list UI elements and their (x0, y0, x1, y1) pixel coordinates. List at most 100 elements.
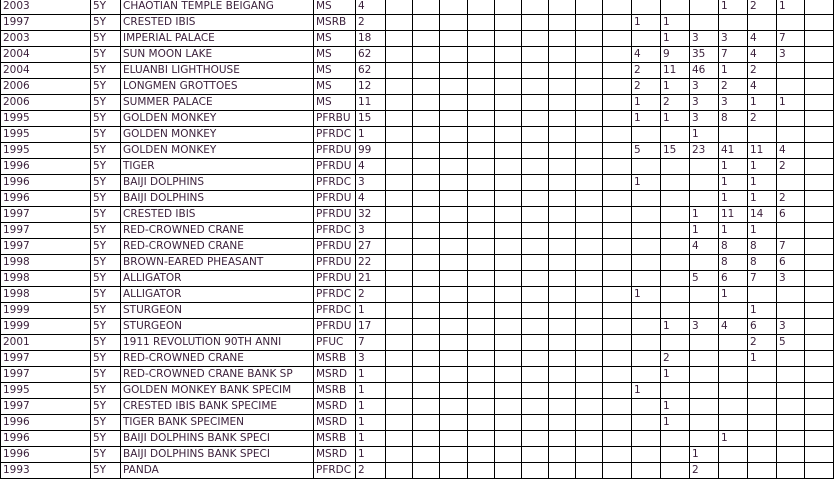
cell-empty[interactable] (548, 414, 576, 431)
cell-grade-count[interactable] (631, 398, 661, 415)
cell-empty[interactable] (804, 0, 834, 15)
cell-grade-count[interactable]: 1 (776, 0, 805, 15)
cell-denom[interactable]: 5Y (90, 174, 121, 191)
cell-empty[interactable] (439, 126, 468, 143)
cell-grade-count[interactable] (747, 398, 777, 415)
cell-empty[interactable] (385, 238, 413, 255)
cell-empty[interactable] (548, 46, 576, 63)
cell-empty[interactable] (521, 94, 549, 111)
cell-empty[interactable] (575, 126, 603, 143)
cell-empty[interactable] (575, 302, 603, 319)
cell-grade-count[interactable]: 2 (747, 62, 777, 79)
cell-denom[interactable]: 5Y (90, 414, 121, 431)
cell-grade-count[interactable] (689, 366, 719, 383)
cell-grade-count[interactable] (631, 318, 661, 335)
cell-grade-count[interactable]: 1 (747, 94, 777, 111)
cell-empty[interactable] (521, 238, 549, 255)
cell-grade-count[interactable]: 14 (747, 206, 777, 223)
cell-denom[interactable]: 5Y (90, 30, 121, 47)
cell-grade-count[interactable] (689, 174, 719, 191)
cell-empty[interactable] (548, 446, 576, 463)
cell-empty[interactable] (467, 430, 495, 447)
cell-grade-count[interactable] (631, 206, 661, 223)
cell-empty[interactable] (521, 142, 549, 159)
cell-grade-count[interactable]: 3 (689, 30, 719, 47)
cell-type[interactable]: MS (313, 62, 356, 79)
cell-empty[interactable] (494, 366, 522, 383)
cell-grade-count[interactable]: 1 (718, 222, 748, 239)
cell-grade-count[interactable]: 1 (718, 190, 748, 207)
cell-empty[interactable] (521, 30, 549, 47)
cell-year[interactable]: 2006 (0, 94, 91, 111)
cell-count[interactable]: 32 (355, 206, 386, 223)
cell-empty[interactable] (804, 46, 834, 63)
cell-name[interactable]: LONGMEN GROTTOES (120, 78, 314, 95)
cell-empty[interactable] (521, 206, 549, 223)
cell-empty[interactable] (494, 0, 522, 15)
cell-empty[interactable] (412, 126, 440, 143)
cell-empty[interactable] (548, 286, 576, 303)
cell-grade-count[interactable] (631, 366, 661, 383)
cell-name[interactable]: BAIJI DOLPHINS BANK SPECI (120, 446, 314, 463)
cell-count[interactable]: 17 (355, 318, 386, 335)
cell-type[interactable]: MS (313, 78, 356, 95)
cell-empty[interactable] (494, 398, 522, 415)
cell-empty[interactable] (602, 430, 632, 447)
cell-denom[interactable]: 5Y (90, 254, 121, 271)
cell-empty[interactable] (467, 222, 495, 239)
cell-grade-count[interactable]: 1 (718, 174, 748, 191)
cell-empty[interactable] (804, 94, 834, 111)
cell-empty[interactable] (521, 62, 549, 79)
cell-empty[interactable] (521, 222, 549, 239)
cell-empty[interactable] (412, 206, 440, 223)
cell-empty[interactable] (602, 46, 632, 63)
cell-grade-count[interactable] (660, 302, 690, 319)
cell-empty[interactable] (494, 270, 522, 287)
cell-empty[interactable] (548, 78, 576, 95)
cell-empty[interactable] (412, 14, 440, 31)
cell-grade-count[interactable] (689, 286, 719, 303)
cell-empty[interactable] (575, 222, 603, 239)
cell-type[interactable]: PFRBU (313, 110, 356, 127)
cell-grade-count[interactable]: 2 (631, 78, 661, 95)
cell-empty[interactable] (575, 190, 603, 207)
cell-type[interactable]: PFRDU (313, 270, 356, 287)
cell-empty[interactable] (494, 110, 522, 127)
cell-empty[interactable] (439, 398, 468, 415)
cell-year[interactable]: 2004 (0, 62, 91, 79)
cell-grade-count[interactable] (776, 398, 805, 415)
cell-empty[interactable] (412, 414, 440, 431)
cell-empty[interactable] (804, 78, 834, 95)
cell-year[interactable]: 1995 (0, 142, 91, 159)
cell-grade-count[interactable] (718, 334, 748, 351)
cell-empty[interactable] (385, 158, 413, 175)
cell-empty[interactable] (521, 398, 549, 415)
cell-empty[interactable] (602, 398, 632, 415)
cell-count[interactable]: 7 (355, 334, 386, 351)
cell-empty[interactable] (602, 94, 632, 111)
cell-denom[interactable]: 5Y (90, 462, 121, 479)
cell-empty[interactable] (602, 30, 632, 47)
cell-empty[interactable] (439, 78, 468, 95)
cell-empty[interactable] (521, 158, 549, 175)
cell-grade-count[interactable] (776, 414, 805, 431)
cell-empty[interactable] (467, 302, 495, 319)
cell-grade-count[interactable] (631, 302, 661, 319)
cell-empty[interactable] (521, 414, 549, 431)
cell-empty[interactable] (602, 0, 632, 15)
cell-empty[interactable] (494, 286, 522, 303)
cell-empty[interactable] (385, 302, 413, 319)
cell-empty[interactable] (804, 334, 834, 351)
cell-type[interactable]: PFRDU (313, 158, 356, 175)
cell-empty[interactable] (385, 126, 413, 143)
cell-empty[interactable] (521, 334, 549, 351)
cell-grade-count[interactable] (689, 0, 719, 15)
cell-empty[interactable] (439, 158, 468, 175)
cell-grade-count[interactable] (631, 270, 661, 287)
cell-empty[interactable] (385, 462, 413, 479)
cell-empty[interactable] (467, 446, 495, 463)
cell-empty[interactable] (439, 430, 468, 447)
cell-empty[interactable] (575, 110, 603, 127)
cell-empty[interactable] (494, 462, 522, 479)
cell-empty[interactable] (575, 446, 603, 463)
